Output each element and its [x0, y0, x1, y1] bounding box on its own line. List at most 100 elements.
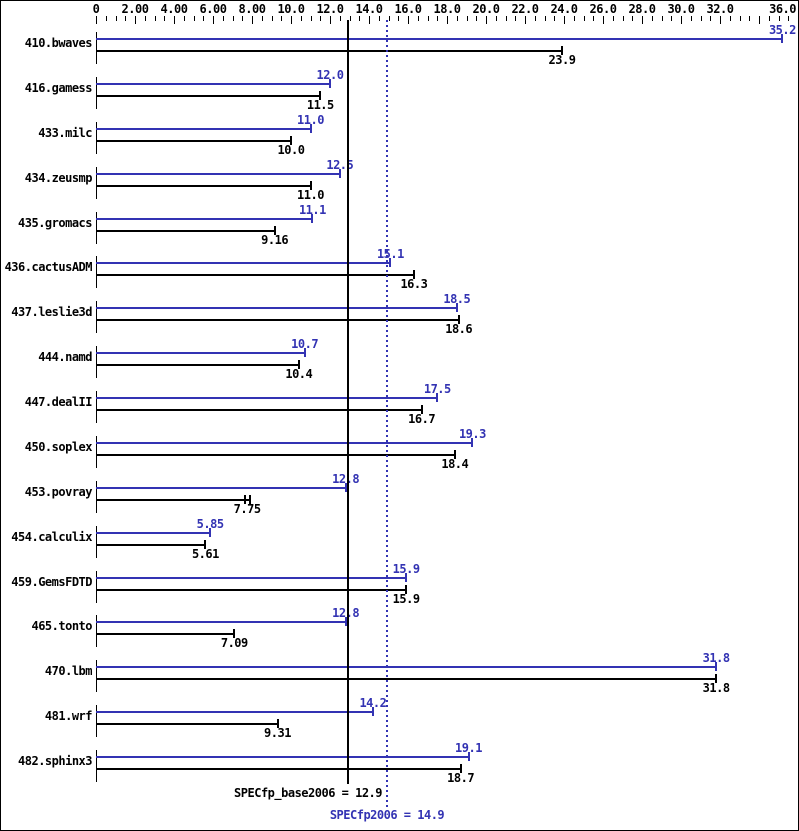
benchmark-row: 434.zeusmp 12.5 11.0 — [1, 158, 798, 203]
peak-bar — [96, 756, 469, 758]
peak-bar — [96, 172, 340, 175]
base-bar-endcap — [319, 90, 322, 100]
peak-mean-line — [385, 20, 388, 807]
base-value-label: 5.61 — [191, 546, 219, 561]
axis-tick-minor — [534, 16, 536, 21]
base-bar-endcap — [405, 584, 408, 594]
base-bar-endcap — [276, 719, 279, 729]
axis-tick-major — [213, 16, 214, 24]
axis-tick-minor — [320, 16, 322, 21]
axis-tick-minor — [164, 16, 166, 21]
peak-bar-endcap — [781, 34, 784, 43]
axis-tick-label: 8.00 — [238, 2, 266, 16]
axis-tick-minor — [690, 16, 692, 21]
base-value-label: 18.7 — [447, 771, 475, 785]
benchmark-row: 416.gamess 12.0 11.5 — [1, 68, 798, 113]
axis-tick-minor — [203, 16, 205, 21]
base-value-label: 18.6 — [445, 322, 473, 337]
base-bar-endcap — [457, 315, 460, 325]
peak-value-label: 17.5 — [423, 382, 451, 396]
peak-bar — [96, 127, 311, 130]
benchmark-row: 437.leslie3d 18.5 18.6 — [1, 292, 798, 337]
axis-tick-minor — [661, 16, 663, 21]
base-value-label: 15.9 — [392, 591, 420, 606]
axis-tick-label: 28.0 — [628, 2, 656, 16]
axis-tick-minor — [281, 16, 283, 21]
row-axis-tick — [96, 660, 97, 693]
base-value-label: 31.8 — [702, 681, 730, 696]
benchmark-row: 465.tonto 12.8 7.09 — [1, 606, 798, 651]
peak-value-label: 31.8 — [702, 651, 730, 666]
axis-tick-minor — [573, 16, 575, 21]
axis-tick-minor — [154, 16, 156, 21]
base-bar — [96, 723, 278, 726]
row-axis-tick — [96, 435, 97, 468]
axis-tick-minor — [768, 16, 770, 21]
axis-tick-minor — [651, 16, 653, 21]
base-mean-line — [346, 20, 349, 784]
base-bar — [96, 588, 407, 591]
axis-tick-minor — [242, 16, 244, 21]
peak-value-label: 14.2 — [359, 696, 387, 711]
peak-value-label: 18.5 — [443, 292, 471, 307]
axis-tick-minor — [739, 16, 741, 21]
benchmark-label: 416.gamess — [24, 80, 93, 95]
benchmark-row: 433.milc 11.0 10.0 — [1, 113, 798, 158]
axis-tick-minor — [271, 16, 273, 21]
axis-tick-minor — [466, 16, 468, 21]
axis-tick-label: 6.00 — [199, 2, 227, 16]
peak-value-label: 15.9 — [392, 561, 420, 576]
base-bar-endcap — [273, 225, 276, 235]
axis-tick-label: 20.0 — [472, 2, 500, 16]
base-bar — [96, 633, 235, 636]
axis-tick-minor — [144, 16, 146, 21]
axis-tick-label: 0 — [92, 2, 100, 16]
base-bar-endcap — [412, 270, 415, 280]
axis-tick-minor — [183, 16, 185, 21]
base-bar — [96, 229, 275, 232]
axis-tick-minor — [544, 16, 546, 21]
base-value-label: 16.7 — [408, 412, 436, 426]
peak-value-label: 12.0 — [316, 67, 344, 82]
peak-bar — [96, 486, 346, 489]
base-bar — [96, 678, 717, 681]
base-bar-endcap — [420, 405, 423, 414]
base-bar — [96, 184, 311, 187]
base-bar-endcap — [459, 764, 462, 773]
axis-tick-minor — [593, 16, 595, 21]
base-bar-endcap — [244, 494, 247, 504]
axis-tick-minor — [729, 16, 731, 21]
peak-bar — [96, 217, 313, 220]
axis-tick-minor — [388, 16, 390, 21]
benchmark-row: 470.lbm 31.8 31.8 — [1, 651, 798, 696]
axis-tick-minor — [671, 16, 673, 21]
base-value-label: 18.4 — [441, 456, 469, 471]
axis-tick-major — [759, 16, 760, 24]
axis-tick-major — [252, 16, 253, 24]
peak-value-label: 12.5 — [326, 157, 354, 172]
peak-bar-endcap — [467, 752, 470, 761]
peak-bar-endcap — [389, 258, 392, 268]
base-bar-endcap — [561, 46, 563, 55]
peak-bar — [96, 441, 473, 444]
axis-tick-minor — [476, 16, 478, 21]
row-axis-tick — [96, 346, 97, 379]
base-value-label: 9.16 — [261, 232, 289, 247]
row-axis-tick — [96, 32, 97, 64]
axis-tick-major — [330, 16, 331, 24]
axis-tick-minor — [125, 16, 127, 21]
benchmark-label: 470.lbm — [44, 664, 93, 679]
row-axis-tick — [96, 256, 97, 289]
benchmark-row: 436.cactusADM 15.1 16.3 — [1, 247, 798, 292]
benchmark-label: 447.dealII — [24, 395, 93, 409]
benchmark-label: 444.namd — [38, 350, 92, 365]
axis-tick-minor — [505, 16, 507, 21]
axis-tick-label: 22.0 — [511, 2, 539, 16]
row-axis-tick — [96, 750, 97, 782]
benchmark-label: 482.sphinx3 — [18, 754, 92, 768]
peak-bar-endcap — [338, 168, 341, 178]
axis-tick-major — [486, 16, 487, 24]
benchmark-row: 435.gromacs 11.1 9.16 — [1, 203, 798, 248]
axis-tick-major — [291, 16, 292, 24]
axis-tick-label: 14.0 — [355, 2, 383, 16]
